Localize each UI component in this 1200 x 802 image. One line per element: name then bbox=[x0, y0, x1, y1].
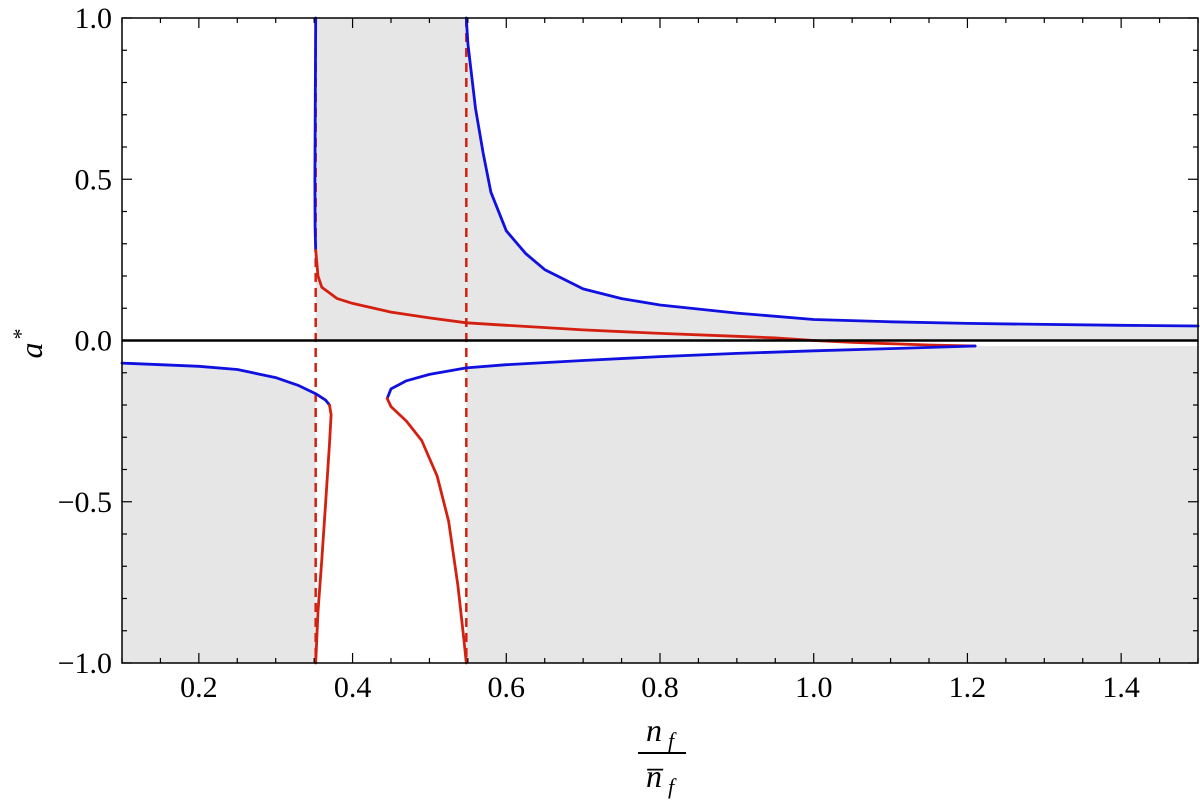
x-tick-label: 0.4 bbox=[334, 671, 372, 704]
y-axis-label-superscript: * bbox=[8, 330, 33, 341]
curve-5-red bbox=[314, 403, 333, 665]
shaded-regions bbox=[122, 18, 1198, 663]
y-tick-label: 1.0 bbox=[75, 2, 113, 35]
curves bbox=[120, 16, 1200, 665]
y-axis-label-base: a bbox=[13, 343, 49, 359]
x-axis-label-denominator: n̅ bbox=[646, 758, 663, 794]
ticks: 0.2 0.4 0.6 0.8 1.0 1.2 1.4 −1.0 −0.5 0.0 0.5 1.0 bbox=[58, 2, 1199, 704]
y-tick-label: 0.0 bbox=[75, 325, 113, 358]
x-axis-label-numerator: n bbox=[646, 712, 662, 748]
curve-2-red bbox=[314, 248, 977, 348]
y-tick-label: 0.5 bbox=[75, 163, 113, 196]
x-tick-label: 1.2 bbox=[949, 671, 987, 704]
x-tick-label: 1.4 bbox=[1102, 671, 1140, 704]
curve-6-blue bbox=[385, 344, 977, 400]
shaded-region-upper-right-wedge bbox=[466, 18, 1198, 341]
curve-4-blue bbox=[120, 361, 331, 407]
axis-labels: n fn̅ fa* bbox=[8, 330, 686, 799]
y-axis-label: a* bbox=[8, 330, 49, 359]
curve-1-blue bbox=[313, 16, 318, 252]
x-tick-label: 1.0 bbox=[795, 671, 833, 704]
y-tick-label: −1.0 bbox=[58, 647, 112, 680]
curve-3-blue bbox=[464, 16, 1200, 328]
x-tick-label: 0.6 bbox=[488, 671, 526, 704]
x-tick-label: 0.8 bbox=[641, 671, 679, 704]
curve-7-red bbox=[385, 397, 468, 665]
shaded-region-lower-right bbox=[466, 346, 1198, 663]
y-tick-label: −0.5 bbox=[58, 486, 112, 519]
shaded-region-lower-left bbox=[122, 363, 316, 663]
x-axis-label-denominator-subscript: f bbox=[668, 774, 677, 799]
shaded-region-upper-left-band bbox=[315, 18, 467, 341]
x-tick-label: 0.2 bbox=[180, 671, 218, 704]
x-axis-label-numerator-subscript: f bbox=[668, 728, 677, 753]
